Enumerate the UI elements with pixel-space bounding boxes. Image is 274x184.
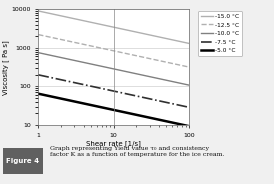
-15.0 °C xyxy=(126,29,130,31)
-10.0 °C xyxy=(126,71,129,73)
-5.0 °C xyxy=(173,122,176,124)
-15.0 °C xyxy=(37,10,41,12)
-7.5 °C xyxy=(126,93,130,95)
-12.5 °C xyxy=(37,33,40,36)
-12.5 °C xyxy=(187,66,191,68)
Line: -5.0 °C: -5.0 °C xyxy=(38,94,189,126)
Text: Figure 4: Figure 4 xyxy=(6,158,39,164)
-12.5 °C xyxy=(126,53,130,55)
-12.5 °C xyxy=(37,34,41,36)
-5.0 °C xyxy=(126,112,129,114)
Line: -12.5 °C: -12.5 °C xyxy=(38,35,189,67)
-7.5 °C xyxy=(129,94,132,96)
-15.0 °C xyxy=(187,42,191,45)
-7.5 °C xyxy=(187,106,191,108)
-5.0 °C xyxy=(37,93,41,95)
-5.0 °C xyxy=(126,112,130,114)
-12.5 °C xyxy=(126,53,129,55)
-12.5 °C xyxy=(129,53,132,56)
-5.0 °C xyxy=(187,125,191,127)
-7.5 °C xyxy=(37,74,40,76)
-10.0 °C xyxy=(164,79,167,81)
FancyBboxPatch shape xyxy=(3,148,43,174)
-10.0 °C xyxy=(37,52,41,54)
Text: Graph representing Yield value τ₀ and consistency
factor K as a function of temp: Graph representing Yield value τ₀ and co… xyxy=(50,146,224,157)
-7.5 °C xyxy=(173,103,176,105)
-12.5 °C xyxy=(173,63,176,65)
-12.5 °C xyxy=(164,61,167,63)
-10.0 °C xyxy=(129,71,132,74)
Line: -10.0 °C: -10.0 °C xyxy=(38,53,189,85)
-15.0 °C xyxy=(126,29,129,31)
-15.0 °C xyxy=(37,10,40,12)
-7.5 °C xyxy=(164,101,167,103)
-7.5 °C xyxy=(37,74,41,76)
-5.0 °C xyxy=(129,112,132,115)
Y-axis label: Viscosity [ Pa s]: Viscosity [ Pa s] xyxy=(2,40,8,95)
-10.0 °C xyxy=(173,81,176,83)
Line: -15.0 °C: -15.0 °C xyxy=(38,11,189,43)
-10.0 °C xyxy=(126,71,130,73)
-7.5 °C xyxy=(126,93,129,95)
-5.0 °C xyxy=(37,93,40,95)
Line: -7.5 °C: -7.5 °C xyxy=(38,75,189,107)
-15.0 °C xyxy=(164,37,167,39)
-15.0 °C xyxy=(173,39,176,41)
-5.0 °C xyxy=(164,120,167,122)
X-axis label: Shear rate [1/s]: Shear rate [1/s] xyxy=(86,141,141,147)
-10.0 °C xyxy=(187,84,191,86)
Legend: -15.0 °C, -12.5 °C, -10.0 °C, -7.5 °C, -5.0 °C: -15.0 °C, -12.5 °C, -10.0 °C, -7.5 °C, -… xyxy=(198,11,242,56)
-15.0 °C xyxy=(129,30,132,32)
-10.0 °C xyxy=(37,52,40,54)
